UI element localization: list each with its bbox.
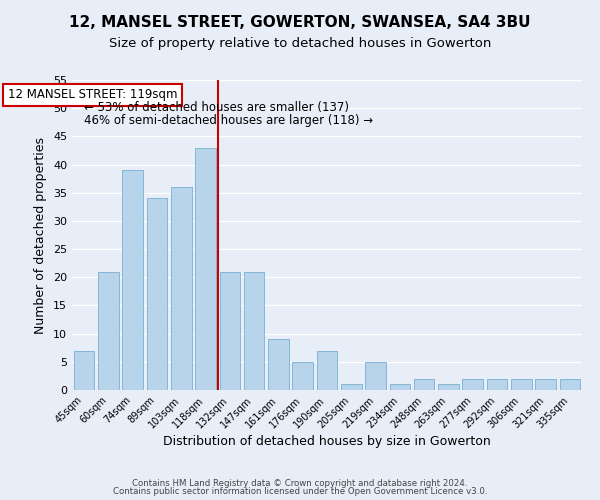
Bar: [74, 350, 94, 390]
Bar: [535, 378, 556, 390]
Y-axis label: Number of detached properties: Number of detached properties: [34, 136, 47, 334]
Bar: [341, 384, 362, 390]
Text: 12 MANSEL STREET: 119sqm: 12 MANSEL STREET: 119sqm: [8, 88, 178, 102]
Bar: [511, 378, 532, 390]
Text: Contains HM Land Registry data © Crown copyright and database right 2024.: Contains HM Land Registry data © Crown c…: [132, 478, 468, 488]
Bar: [220, 272, 240, 390]
Text: Contains public sector information licensed under the Open Government Licence v3: Contains public sector information licen…: [113, 487, 487, 496]
Bar: [438, 384, 459, 390]
Bar: [146, 198, 167, 390]
Bar: [195, 148, 216, 390]
Bar: [98, 272, 119, 390]
Text: 12, MANSEL STREET, GOWERTON, SWANSEA, SA4 3BU: 12, MANSEL STREET, GOWERTON, SWANSEA, SA…: [69, 15, 531, 30]
Bar: [414, 378, 434, 390]
Bar: [487, 378, 508, 390]
Bar: [122, 170, 143, 390]
Bar: [463, 378, 483, 390]
Bar: [389, 384, 410, 390]
Text: Size of property relative to detached houses in Gowerton: Size of property relative to detached ho…: [109, 38, 491, 51]
Bar: [268, 340, 289, 390]
Bar: [292, 362, 313, 390]
Text: 46% of semi-detached houses are larger (118) →: 46% of semi-detached houses are larger (…: [84, 114, 373, 127]
X-axis label: Distribution of detached houses by size in Gowerton: Distribution of detached houses by size …: [163, 436, 491, 448]
Bar: [317, 350, 337, 390]
Text: ← 53% of detached houses are smaller (137): ← 53% of detached houses are smaller (13…: [84, 102, 349, 114]
Bar: [560, 378, 580, 390]
Bar: [171, 187, 191, 390]
Bar: [365, 362, 386, 390]
Bar: [244, 272, 265, 390]
